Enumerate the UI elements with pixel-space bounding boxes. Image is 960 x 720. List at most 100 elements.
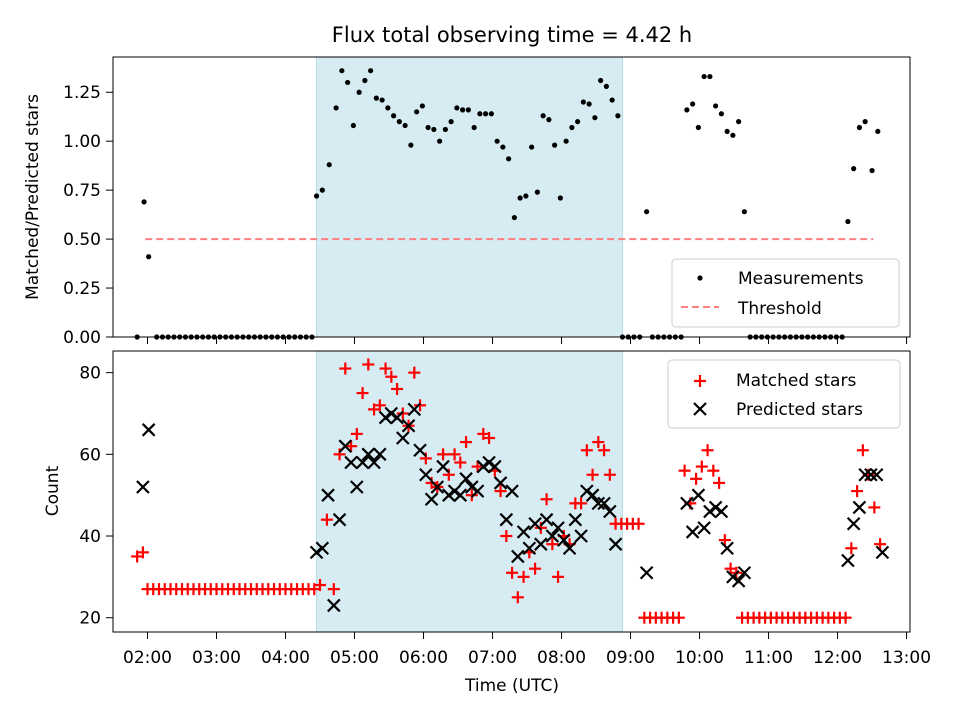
measurement-point (730, 132, 736, 138)
predicted-star-point (714, 504, 729, 519)
measurement-point (448, 119, 454, 125)
top-y-tick-label: 0.25 (63, 279, 101, 299)
measurement-point (326, 162, 332, 168)
predicted-star-point (505, 484, 519, 498)
matched-star-point (506, 566, 519, 579)
predicted-star-point (419, 467, 433, 482)
predicted-star-point (453, 488, 468, 502)
matched-star-point (465, 489, 478, 502)
bottom-x-tick-label: 02:00 (123, 648, 172, 668)
predicted-star-point (875, 545, 890, 560)
predicted-star-point (355, 455, 370, 470)
predicted-star-point (528, 516, 542, 531)
bottom-y-tick-label: 40 (79, 527, 101, 547)
legend-marker-matched-stars (694, 375, 706, 387)
matched-star-point (511, 591, 524, 604)
matched-star-point (592, 436, 605, 449)
predicted-star-point (459, 472, 473, 486)
top-legend-box (671, 258, 900, 328)
predicted-star-point (309, 545, 324, 560)
predicted-star-point (396, 431, 410, 445)
top-y-tick-label: 1.25 (63, 83, 101, 103)
predicted-star-point (327, 598, 341, 613)
predicted-star-point (465, 480, 479, 494)
matched-star-point (713, 476, 726, 489)
bottom-shade (316, 350, 623, 633)
predicted-star-point (384, 406, 399, 421)
predicted-star-point (378, 410, 393, 425)
measurement-point (724, 128, 730, 135)
predicted-star-point (731, 574, 746, 588)
bottom-y-ticks: 20 40 60 80 (79, 364, 113, 629)
measurement-point (707, 73, 713, 80)
matched-star-point (391, 382, 404, 395)
predicted-star-point (545, 529, 560, 543)
matched-star-point (598, 444, 611, 457)
bottom-y-tick-label: 60 (79, 445, 101, 465)
predicted-star-point (338, 439, 353, 453)
top-legend: Measurements Threshold (671, 258, 900, 328)
measurement-point (313, 193, 320, 199)
predicted-star-point (390, 410, 404, 425)
matched-star-point (419, 452, 432, 465)
predicted-star-point (488, 459, 502, 474)
matched-star-point (856, 444, 869, 457)
bottom-x-tick-label: 05:00 (330, 648, 379, 668)
measurement-point (736, 119, 742, 125)
measurement-point (511, 214, 517, 221)
predicted-star-point (315, 541, 330, 556)
top-panel: 0.00 0.25 0.50 0.75 1.00 1.25 Matched/Predict… (23, 56, 911, 348)
measurement-point (396, 119, 402, 125)
bottom-x-tick-label: 11:00 (744, 648, 793, 668)
predicted-star-point (574, 529, 588, 543)
top-y-tick-label: 0.50 (63, 230, 101, 250)
matched-star-point (320, 513, 333, 526)
predicted-star-point (499, 512, 514, 527)
measurement-point (534, 189, 540, 195)
legend-label-matched-stars: Matched stars (736, 371, 856, 391)
matched-star-point (385, 370, 398, 383)
measurement-point (373, 95, 379, 101)
measurement-point (471, 124, 477, 131)
bottom-x-tick-label: 09:00 (606, 648, 655, 668)
predicted-star-point (562, 541, 577, 556)
matched-star-point (603, 468, 616, 481)
top-y-tick-label: 0.00 (63, 328, 101, 348)
predicted-star-point (350, 480, 364, 494)
predicted-star-point (551, 521, 565, 535)
legend-label-predicted-stars: Predicted stars (736, 400, 863, 420)
measurement-point (718, 111, 724, 117)
measurement-point (592, 115, 598, 121)
measurement-point (644, 209, 650, 215)
predicted-star-point (141, 423, 156, 437)
bottom-x-tick-label: 10:00 (675, 648, 724, 668)
predicted-star-point (852, 500, 867, 515)
top-x-ticks (147, 337, 908, 344)
bottom-legend-box (667, 359, 901, 429)
matched-star-point (408, 366, 421, 379)
bottom-x-tick-label: 06:00 (399, 648, 448, 668)
bottom-x-tick-label: 13:00 (882, 648, 931, 668)
measurement-point (603, 83, 609, 89)
predicted-star-point (476, 459, 491, 474)
measurement-point (741, 209, 747, 215)
predicted-star-point (737, 565, 752, 580)
top-y-tick-label: 0.75 (63, 181, 101, 201)
measurement-point (345, 79, 351, 86)
matched-star-point (580, 444, 593, 457)
matched-star-point (373, 399, 386, 412)
matched-star-point (868, 501, 881, 514)
measurement-point (569, 124, 575, 131)
measurement-point (477, 111, 483, 117)
legend-marker-predicted-stars (693, 402, 707, 416)
predicted-star-point (321, 488, 335, 502)
measurement-point (350, 122, 356, 129)
measurement-point (851, 166, 857, 172)
legend-marker-measurements (697, 275, 703, 281)
matched-star-point (851, 485, 864, 498)
predicted-star-point (332, 512, 347, 527)
predicted-star-point (691, 488, 706, 502)
matched-star-point (396, 407, 409, 420)
